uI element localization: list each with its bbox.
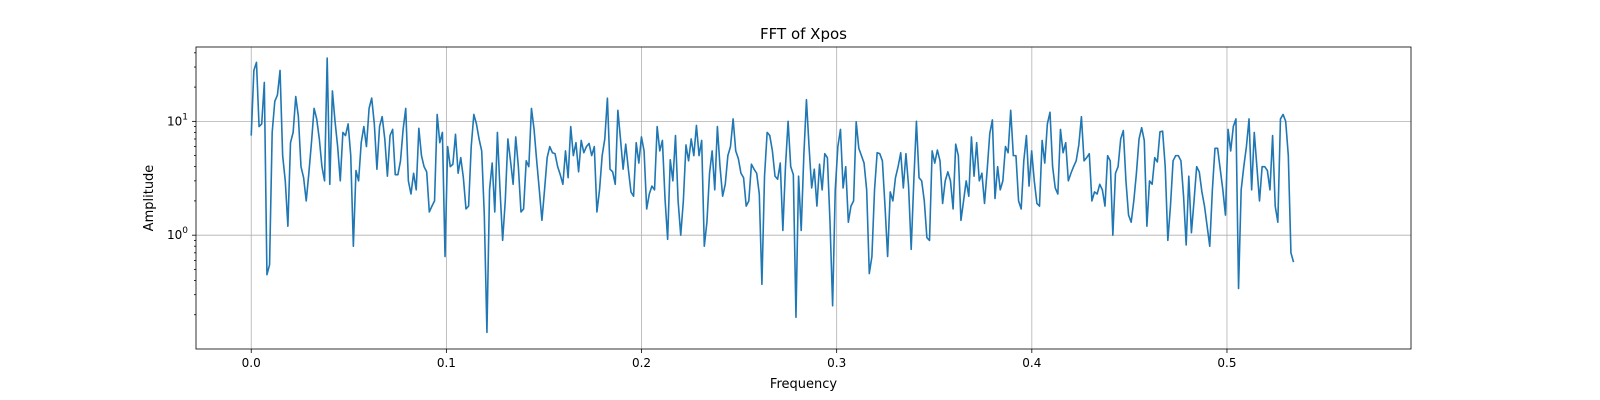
plot-frame (195, 46, 1412, 350)
x-tick-label: 0.1 (437, 356, 456, 370)
series-line (250, 57, 1295, 334)
grid-layer (196, 47, 1411, 349)
x-tick-label: 0.2 (632, 356, 651, 370)
x-tick-label: 0.5 (1217, 356, 1236, 370)
y-tick-base: 10 (167, 114, 182, 128)
y-tick-exponent: 1 (182, 112, 188, 122)
chart-title: FFT of Xpos (760, 25, 847, 43)
y-tick-label: 101 (167, 112, 188, 128)
y-tick-label: 100 (167, 226, 188, 242)
y-axis-label: Amplitude (142, 165, 157, 232)
x-tick-label: 0.4 (1022, 356, 1041, 370)
x-tick-label: 0.0 (242, 356, 261, 370)
series-layer (250, 57, 1295, 334)
x-tick-label: 0.3 (827, 356, 846, 370)
y-tick-base: 10 (167, 228, 182, 242)
x-axis-label: Frequency (770, 377, 837, 392)
y-tick-exponent: 0 (182, 226, 188, 236)
